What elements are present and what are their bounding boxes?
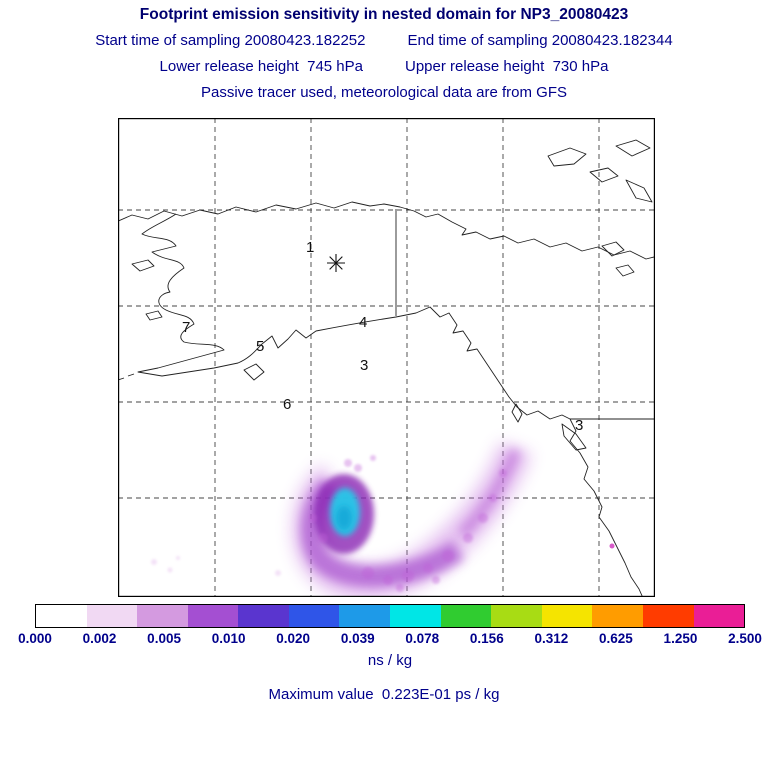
map-svg: 1 7 5 4 3 6 3	[115, 118, 659, 600]
map-panel: 1 7 5 4 3 6 3	[115, 118, 659, 600]
release-point-star-ray-3	[329, 256, 343, 270]
sampling-end-text: End time of sampling 20080423.182344	[407, 32, 673, 49]
colorbar-tick-0.156: 0.156	[469, 631, 504, 646]
colorbar-segment-1	[86, 605, 138, 627]
colorbar-tick-0.000: 0.000	[18, 631, 52, 646]
colorbar-segment-11	[592, 605, 643, 627]
map-point-label-1: 7	[182, 319, 190, 336]
colorbar-tick-0.312: 0.312	[534, 631, 569, 646]
colorbar-tick-0.020: 0.020	[276, 631, 311, 646]
colorbar-segment-9	[491, 605, 542, 627]
colorbar-segment-10	[541, 605, 593, 627]
colorbar-segment-3	[187, 605, 239, 627]
colorbar-tick-2.500: 2.500	[728, 631, 762, 646]
colorbar-segment-12	[642, 605, 694, 627]
colorbar-segment-13	[693, 605, 745, 627]
release-heights-line: Lower release height 745 hPa Upper releas…	[0, 58, 768, 75]
colorbar-tick-labels: 0.000 0.002 0.005 0.010 0.020 0.039 0.078 0.156…	[18, 631, 762, 647]
sampling-times-line: Start time of sampling 20080423.182252 En…	[0, 32, 768, 49]
colorbar-tick-0.078: 0.078	[405, 631, 440, 646]
colorbar-segment-0	[36, 605, 87, 627]
map-point-label-4: 3	[360, 357, 368, 374]
colorbar-segment-8	[440, 605, 492, 627]
colorbar	[35, 604, 745, 628]
map-point-label-6: 3	[575, 417, 583, 434]
colorbar-segment-5	[288, 605, 340, 627]
political-borders	[395, 209, 655, 420]
map-point-label-2: 5	[256, 338, 264, 355]
colorbar-units: ns / kg	[367, 652, 413, 669]
colorbar-tick-0.002: 0.002	[82, 631, 117, 646]
upper-release-text: Upper release height 730 hPa	[405, 58, 609, 75]
tracer-line: Passive tracer used, meteorological data…	[201, 84, 567, 101]
lower-release-text: Lower release height 745 hPa	[159, 58, 363, 75]
plume-speckles	[309, 455, 507, 592]
graticule-gridlines	[118, 118, 655, 597]
colorbar-segment-6	[339, 605, 391, 627]
plume-faint-dots	[151, 556, 281, 576]
colorbar-tick-1.250: 1.250	[663, 631, 698, 646]
map-point-label-3: 4	[359, 314, 367, 331]
map-border	[118, 118, 655, 597]
coastlines	[115, 139, 659, 599]
plot-title: Footprint emission sensitivity in nested…	[139, 6, 629, 23]
colorbar-tick-0.039: 0.039	[340, 631, 375, 646]
colorbar-tick-0.625: 0.625	[599, 631, 633, 646]
map-point-label-0: 1	[306, 239, 314, 256]
colorbar-segment-2	[137, 605, 188, 627]
isolated-plume-dot	[609, 543, 615, 549]
colorbar-tick-0.005: 0.005	[147, 631, 181, 646]
colorbar-segment-7	[390, 605, 441, 627]
colorbar-segment-4	[238, 605, 289, 627]
map-point-label-5: 6	[283, 396, 291, 413]
maximum-value-text: Maximum value 0.223E-01 ps / kg	[268, 686, 500, 703]
footprint-plume	[151, 441, 615, 600]
colorbar-tick-0.010: 0.010	[211, 631, 246, 646]
map-annotations: 1 7 5 4 3 6 3	[182, 239, 583, 434]
sampling-start-text: Start time of sampling 20080423.182252	[95, 32, 366, 49]
